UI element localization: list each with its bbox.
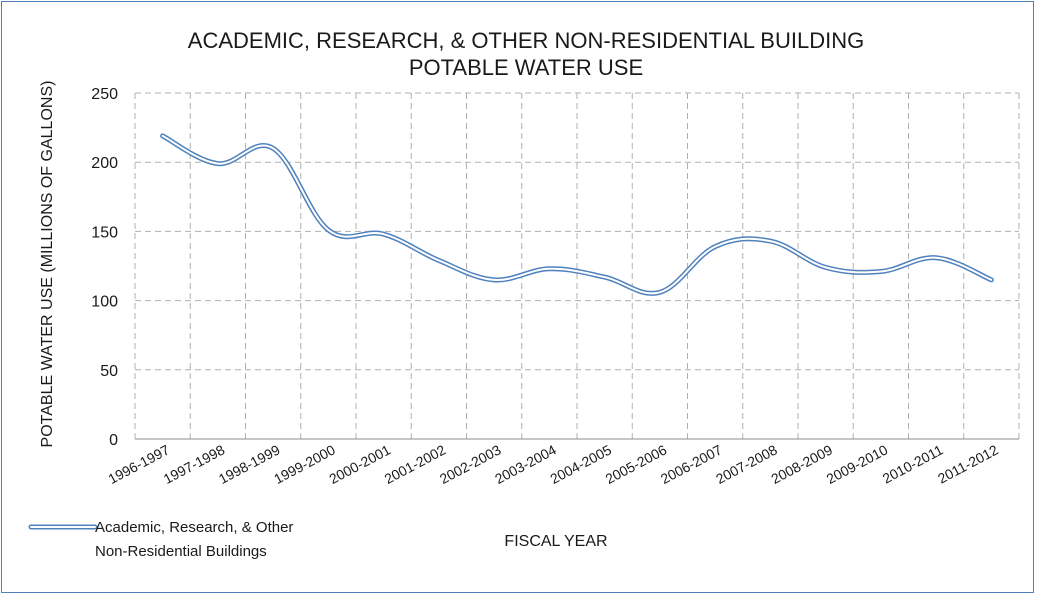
x-axis-ticks: 1996-19971997-19981998-19991999-20002000…: [105, 441, 1001, 487]
data-point: [271, 146, 275, 150]
y-tick-label: 0: [109, 432, 118, 449]
data-point: [989, 278, 993, 282]
data-point: [768, 239, 772, 243]
x-tick-label: 2011-2012: [935, 441, 1001, 486]
x-tick-label: 2007-2008: [713, 441, 780, 487]
x-axis-title: FISCAL YEAR: [504, 533, 607, 550]
x-tick-label: 2005-2006: [603, 441, 670, 487]
legend-label-line-2: Non-Residential Buildings: [95, 543, 267, 560]
data-point: [713, 245, 717, 249]
legend: Academic, Research, & Other Non-Resident…: [28, 519, 293, 560]
data-point: [382, 232, 386, 236]
data-point: [658, 290, 662, 294]
chart-title-line-1: ACADEMIC, RESEARCH, & OTHER NON-RESIDENT…: [188, 28, 864, 53]
x-tick-label: 2006-2007: [658, 441, 725, 487]
x-tick-label: 2000-2001: [326, 441, 393, 487]
legend-label-line-1: Academic, Research, & Other: [95, 519, 293, 536]
data-point: [547, 267, 551, 271]
data-point: [437, 258, 441, 262]
x-tick-label: 1999-2000: [271, 441, 338, 487]
y-tick-label: 100: [91, 294, 118, 311]
data-point: [603, 275, 607, 279]
y-axis-title: POTABLE WATER USE (MILLIONS OF GALLONS): [39, 81, 56, 448]
x-tick-label: 2002-2003: [437, 441, 504, 487]
y-tick-label: 50: [100, 363, 118, 380]
chart-title-line-2: POTABLE WATER USE: [409, 55, 643, 80]
data-point: [934, 256, 938, 260]
chart-title: ACADEMIC, RESEARCH, & OTHER NON-RESIDENT…: [188, 28, 864, 80]
x-tick-label: 2004-2005: [547, 441, 614, 487]
y-tick-label: 150: [91, 224, 118, 241]
x-tick-label: 1998-1999: [216, 441, 283, 487]
series-lines: [160, 133, 994, 296]
data-point: [161, 134, 165, 138]
data-point: [492, 278, 496, 282]
x-tick-label: 2001-2002: [382, 441, 449, 487]
data-point: [824, 265, 828, 269]
y-tick-label: 250: [91, 86, 118, 103]
y-tick-label: 200: [91, 155, 118, 172]
series-line-inner: [161, 134, 993, 295]
data-point: [216, 162, 220, 166]
x-tick-label: 2010-2011: [880, 441, 946, 486]
data-point: [879, 270, 883, 274]
x-tick-label: 2008-2009: [768, 441, 835, 487]
x-tick-label: 1997-1998: [161, 441, 228, 487]
x-tick-label: 2009-2010: [824, 441, 891, 487]
y-axis-ticks: 0 50 100 150 200 250: [91, 86, 118, 449]
data-point: [326, 228, 330, 232]
x-tick-label: 2003-2004: [492, 441, 559, 487]
